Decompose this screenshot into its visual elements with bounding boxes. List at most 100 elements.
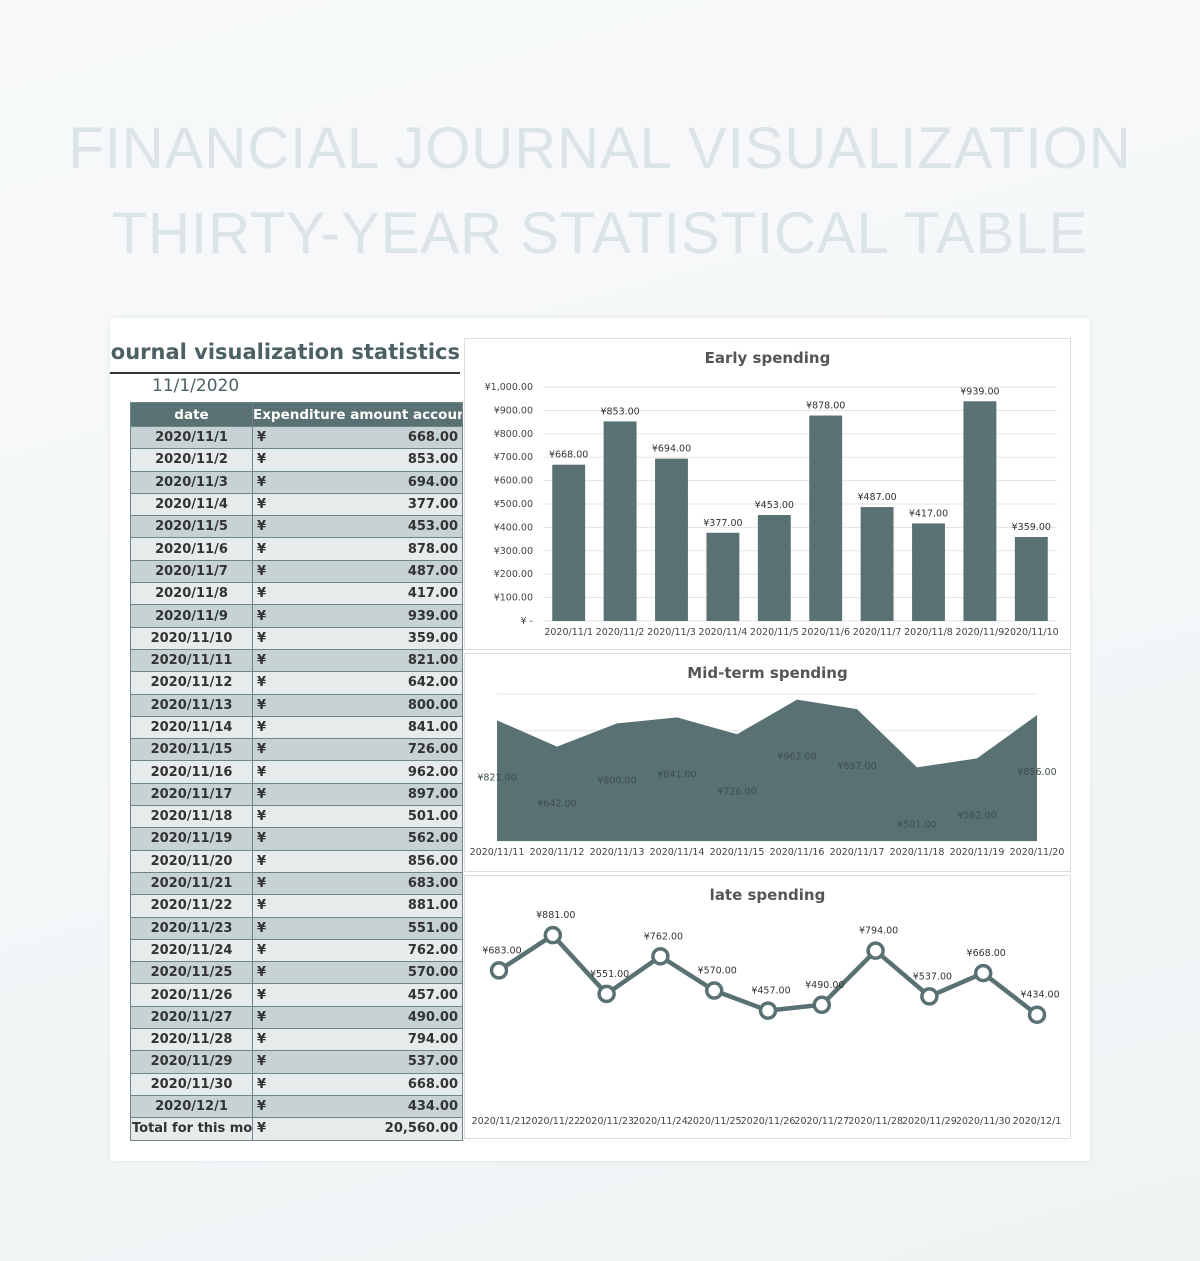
row-date: 2020/11/19	[130, 827, 253, 851]
table-row: 2020/11/8 ¥417.00	[130, 582, 463, 606]
x-tick-label: 2020/11/30	[956, 1116, 1011, 1127]
row-currency: ¥	[252, 582, 271, 606]
row-date: 2020/11/13	[130, 693, 253, 717]
row-currency: ¥	[252, 1028, 271, 1052]
y-tick-label: ¥ -	[521, 616, 534, 627]
row-amount: 853.00	[270, 448, 463, 472]
row-amount: 642.00	[270, 671, 463, 695]
row-date: 2020/11/14	[130, 715, 253, 740]
row-date: 2020/11/12	[130, 671, 253, 695]
x-tick-label: 2020/11/4	[699, 627, 748, 638]
row-amount: 501.00	[270, 805, 463, 829]
row-currency: ¥	[252, 1072, 271, 1096]
data-label: ¥962.00	[777, 752, 816, 763]
row-amount: 668.00	[270, 425, 463, 450]
row-amount: 490.00	[270, 1005, 463, 1030]
row-date: 2020/11/4	[130, 492, 253, 517]
bar	[860, 507, 894, 621]
data-point	[651, 947, 670, 966]
x-tick-label: 2020/11/1	[544, 627, 593, 638]
table-row: 2020/11/12 ¥642.00	[130, 671, 463, 695]
row-currency: ¥	[252, 671, 271, 695]
mid-term-spending-chart: Mid-term spending ¥821.00 2020/11/11 ¥642.…	[464, 653, 1071, 872]
row-currency: ¥	[252, 604, 271, 628]
y-tick-label: ¥600.00	[494, 476, 533, 487]
row-currency: ¥	[252, 470, 271, 494]
data-label: ¥939.00	[960, 386, 999, 397]
bar	[706, 532, 740, 621]
table-row: 2020/11/18 ¥501.00	[130, 805, 463, 829]
y-tick-label: ¥800.00	[494, 429, 533, 440]
total-amount: 20,560.00	[270, 1117, 463, 1141]
row-amount: 434.00	[270, 1094, 463, 1119]
data-label: ¥417.00	[909, 508, 948, 519]
data-label: ¥501.00	[897, 819, 936, 830]
data-point	[543, 925, 563, 945]
row-amount: 726.00	[270, 738, 463, 762]
row-date: 2020/11/18	[130, 805, 253, 829]
row-currency: ¥	[252, 782, 271, 807]
y-tick-label: ¥100.00	[494, 593, 533, 604]
hero-title-line2: THIRTY-YEAR STATISTICAL TABLE	[111, 201, 1089, 266]
table-row: 2020/11/11 ¥821.00	[130, 648, 463, 673]
y-tick-label: ¥700.00	[494, 452, 533, 463]
column-header-amount: Expenditure amount accounting	[252, 402, 463, 427]
x-tick-label: 2020/11/10	[1004, 627, 1059, 638]
table-body: 2020/11/1 ¥668.00 2020/11/2 ¥853.00 2020/11/…	[130, 425, 463, 1141]
table-row: 2020/11/5 ¥453.00	[130, 515, 463, 539]
total-label: Total for this month	[130, 1117, 253, 1141]
data-point	[920, 987, 939, 1006]
x-tick-label: 2020/11/6	[801, 627, 850, 638]
table-row: 2020/11/27 ¥490.00	[130, 1005, 463, 1030]
data-label: ¥487.00	[857, 492, 896, 503]
row-amount: 683.00	[270, 871, 463, 896]
data-label: ¥878.00	[806, 401, 845, 412]
row-amount: 537.00	[270, 1050, 463, 1074]
x-tick-label: 2020/11/7	[853, 627, 902, 638]
data-label: ¥434.00	[1020, 990, 1059, 1001]
row-date: 2020/11/7	[130, 559, 253, 584]
data-label: ¥537.00	[913, 971, 952, 982]
row-amount: 562.00	[270, 827, 463, 851]
data-label: ¥570.00	[698, 966, 737, 977]
bar	[963, 401, 997, 621]
x-tick-label: 2020/11/8	[904, 627, 953, 638]
x-tick-label: 2020/11/5	[750, 627, 799, 638]
data-label: ¥490.00	[805, 980, 844, 991]
row-amount: 878.00	[270, 537, 463, 561]
row-amount: 359.00	[270, 626, 463, 650]
row-currency: ¥	[252, 1094, 271, 1119]
y-tick-label: ¥300.00	[494, 546, 533, 557]
row-date: 2020/11/9	[130, 604, 253, 628]
row-date: 2020/11/3	[130, 470, 253, 494]
x-tick-label: 2020/11/12	[530, 847, 585, 858]
y-tick-label: ¥500.00	[494, 499, 533, 510]
row-date: 2020/11/1	[130, 425, 253, 450]
table-row: 2020/11/24 ¥762.00	[130, 938, 463, 963]
data-label: ¥897.00	[837, 761, 876, 772]
row-currency: ¥	[252, 894, 271, 918]
row-amount: 897.00	[270, 782, 463, 807]
row-currency: ¥	[252, 492, 271, 517]
data-point	[704, 981, 724, 1000]
row-currency: ¥	[252, 916, 271, 940]
row-date: 2020/11/27	[130, 1005, 253, 1030]
data-point	[973, 963, 993, 983]
total-currency: ¥	[252, 1117, 271, 1141]
sheet-date: 11/1/2020	[152, 376, 240, 396]
y-tick-label: ¥1,000.00	[485, 382, 533, 393]
x-tick-label: 2020/12/1	[1013, 1116, 1062, 1127]
row-currency: ¥	[252, 871, 271, 896]
table-row: 2020/11/15 ¥726.00	[130, 738, 463, 762]
row-date: 2020/11/20	[130, 849, 253, 873]
row-currency: ¥	[252, 1050, 271, 1074]
x-tick-label: 2020/11/19	[950, 847, 1005, 858]
data-label: ¥377.00	[703, 518, 742, 529]
row-amount: 841.00	[270, 715, 463, 740]
table-row: 2020/11/10 ¥359.00	[130, 626, 463, 650]
row-amount: 962.00	[270, 760, 463, 784]
row-currency: ¥	[252, 938, 271, 963]
table-row: 2020/11/21 ¥683.00	[130, 871, 463, 896]
row-date: 2020/11/15	[130, 738, 253, 762]
x-tick-label: 2020/11/21	[472, 1116, 527, 1127]
